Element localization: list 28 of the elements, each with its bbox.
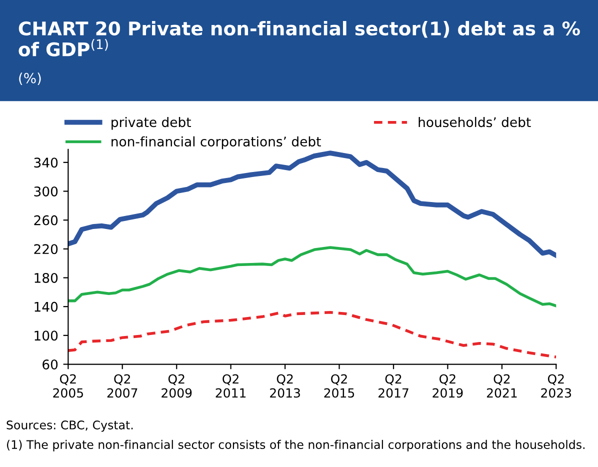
x-tick-label: Q2 2013 bbox=[270, 374, 300, 398]
y-tick-label: 340 bbox=[34, 158, 58, 168]
text: (1) The private non-financial sector consists of the non-financial corporations and the households. bbox=[6, 440, 585, 452]
legend-label: private debt bbox=[112, 116, 191, 130]
x-tick-label: Q2 2023 bbox=[541, 374, 572, 398]
y-tick-label: 220 bbox=[34, 244, 58, 254]
y-tick-label: 180 bbox=[34, 272, 58, 283]
x-tick-label: Q2 2019 bbox=[432, 374, 463, 398]
line-series bbox=[68, 150, 556, 258]
y-tick-label: 60 bbox=[42, 359, 58, 370]
x-tick-label: Q2 2009 bbox=[162, 374, 192, 398]
x-tick-label: Q2 2021 bbox=[486, 374, 517, 398]
x-tick-label: Q2 2017 bbox=[378, 374, 408, 398]
legend-label: households’ debt bbox=[418, 116, 531, 128]
chart-title: CHART 20 Private non-financial sector(1) debt as a % of GDP$^{(1)}$ bbox=[18, 21, 580, 56]
y-tick-label: 140 bbox=[34, 302, 58, 312]
line-series bbox=[68, 246, 556, 308]
legend-label: non-financial corporations’ debt bbox=[112, 136, 321, 150]
x-tick-label: Q2 2007 bbox=[107, 374, 138, 398]
x-tick-label: Q2 2015 bbox=[324, 374, 354, 398]
y-tick-label: 260 bbox=[34, 215, 58, 226]
y-tick-label: 300 bbox=[34, 186, 58, 196]
y-tick-label: 100 bbox=[34, 330, 58, 341]
line-series bbox=[68, 310, 556, 358]
source-note: Sources: CBC, Cystat. bbox=[6, 420, 133, 432]
chart-subtitle: (%) bbox=[19, 72, 41, 86]
x-tick-label: Q2 2011 bbox=[216, 374, 246, 398]
x-tick-label: Q2 2005 bbox=[53, 374, 83, 398]
